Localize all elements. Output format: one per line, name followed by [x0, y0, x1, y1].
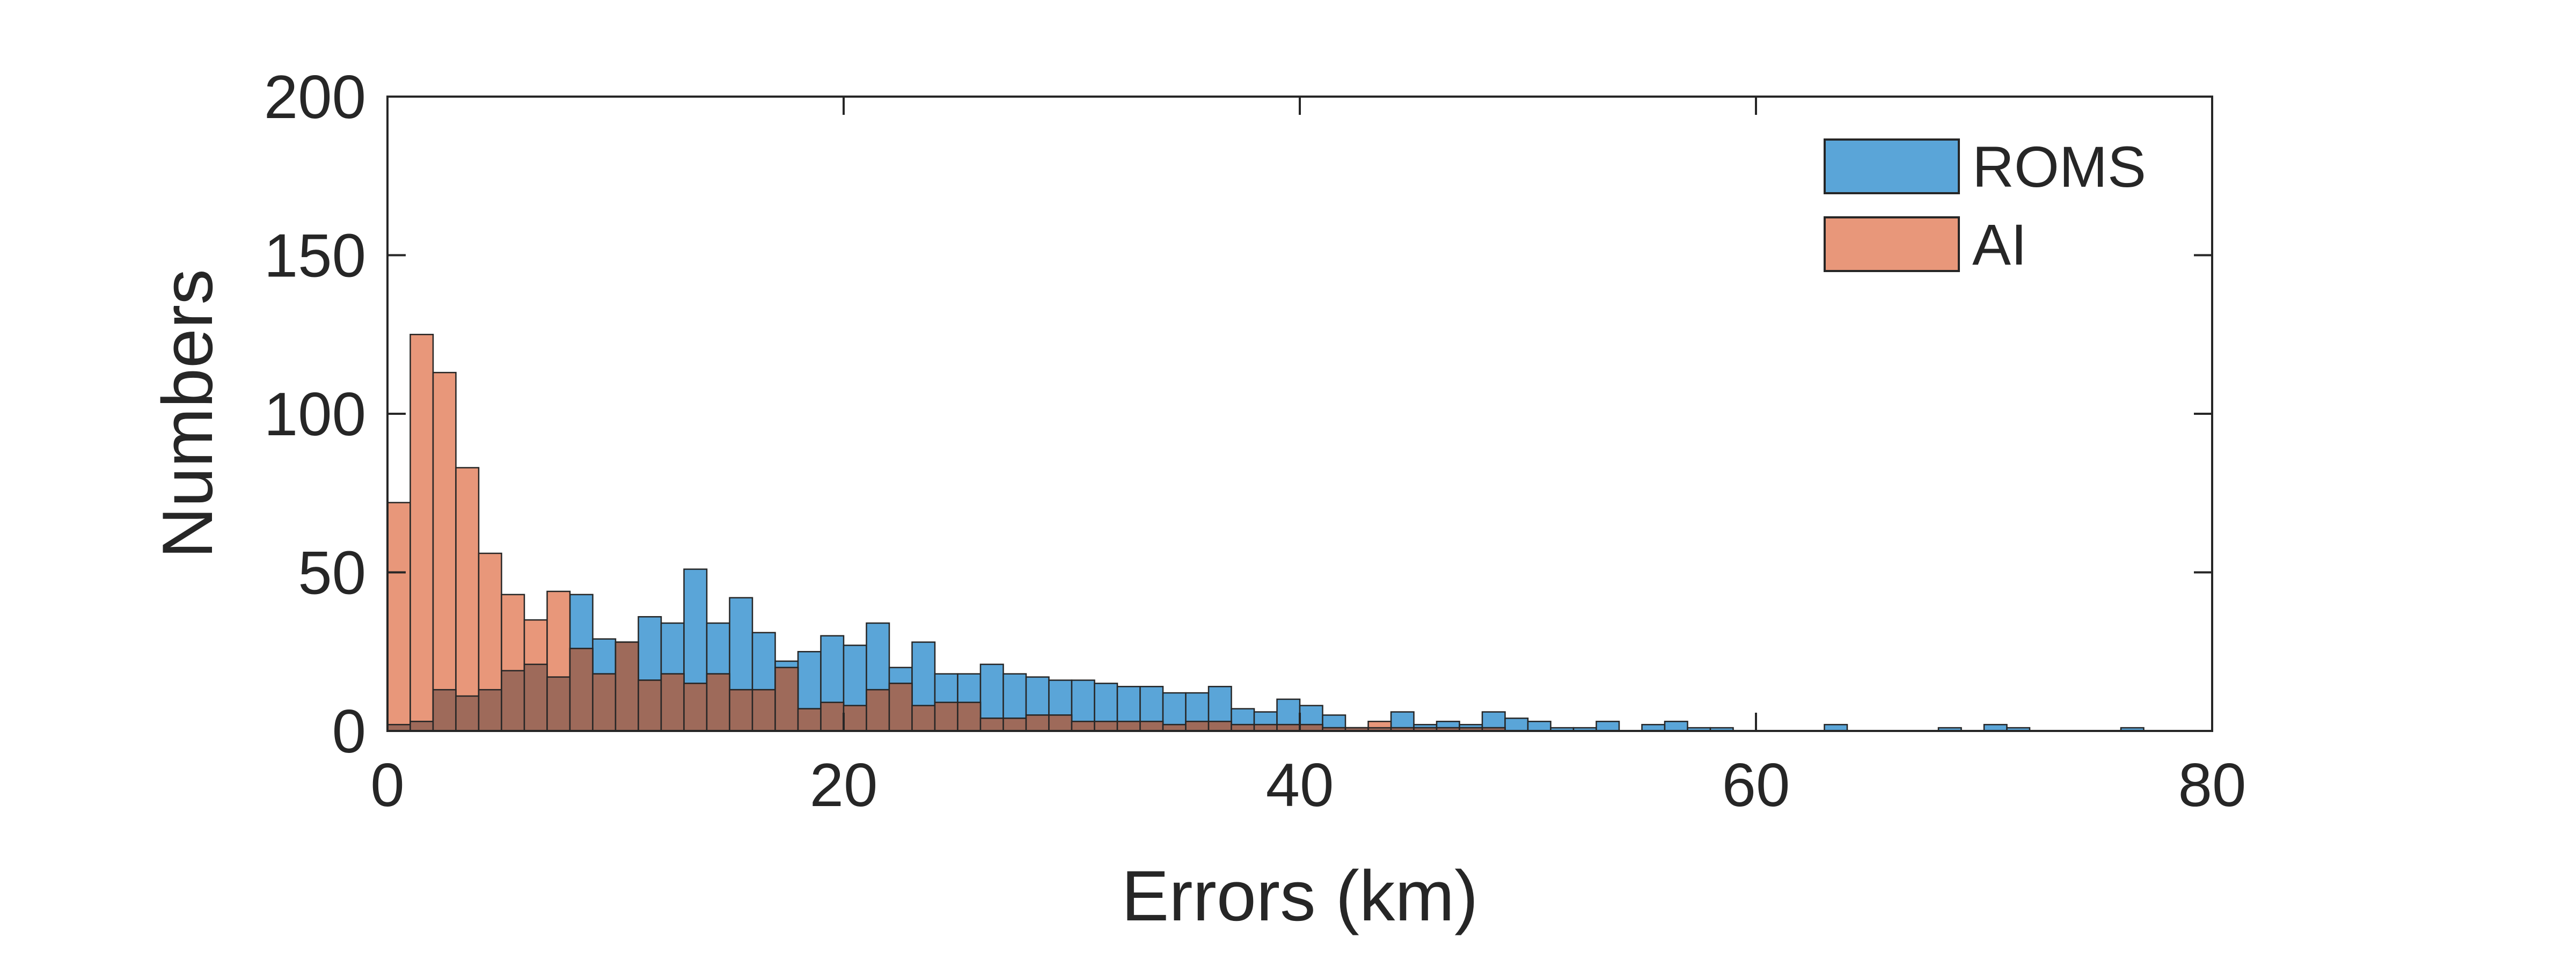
bar-roms: [1504, 718, 1529, 732]
bar-overlap: [911, 705, 936, 732]
y-tick-label: 50: [298, 539, 366, 608]
bar-ai: [432, 371, 457, 732]
y-tick-label: 100: [264, 380, 366, 449]
bar-overlap: [934, 701, 958, 732]
bar-overlap: [979, 718, 1004, 732]
bar-overlap: [501, 670, 525, 732]
bar-roms: [1664, 721, 1688, 732]
bar-overlap: [523, 663, 548, 732]
bar-overlap: [957, 701, 982, 732]
y-tick-label: 200: [264, 63, 366, 131]
bar-overlap: [638, 679, 662, 732]
bar-roms: [1596, 721, 1620, 732]
bar-overlap: [1094, 721, 1118, 732]
x-tick-label: 0: [370, 751, 404, 819]
x-tick-label: 40: [1266, 751, 1334, 819]
bar-overlap: [751, 689, 776, 732]
bar-overlap: [706, 673, 730, 732]
bar-roms: [1527, 721, 1552, 732]
y-axis-title: Numbers: [148, 269, 228, 559]
bar-overlap: [843, 705, 867, 732]
bar-overlap: [888, 683, 913, 732]
x-axis-title: Errors (km): [1122, 857, 1479, 936]
bar-overlap: [592, 673, 617, 732]
bar-overlap: [1139, 721, 1164, 732]
bar-overlap: [569, 648, 594, 732]
bar-overlap: [546, 676, 571, 732]
bar-overlap: [1048, 714, 1073, 732]
bar-overlap: [409, 721, 434, 732]
x-tick-label: 80: [2178, 751, 2246, 819]
bar-overlap: [455, 695, 480, 732]
y-tick-label: 0: [332, 698, 366, 766]
bar-overlap: [660, 673, 685, 732]
legend: ROMS AI: [1824, 134, 2146, 277]
bar-ai: [386, 502, 411, 732]
bar-overlap: [683, 683, 708, 732]
bar-overlap: [1002, 718, 1027, 732]
x-tick-label: 20: [810, 751, 878, 819]
x-tick-label: 60: [1722, 751, 1790, 819]
ticks-layer: 0 20 40 60 80 0 50 100 150 200: [264, 63, 2246, 819]
bar-overlap: [729, 689, 753, 732]
bar-overlap: [1025, 714, 1050, 732]
bar-overlap: [432, 689, 457, 732]
bar-ai: [455, 467, 480, 732]
y-tick-label: 150: [264, 222, 366, 290]
bar-overlap: [774, 667, 799, 732]
bar-overlap: [1185, 721, 1210, 732]
bars-layer: [386, 334, 2145, 732]
bar-overlap: [866, 689, 890, 732]
bar-overlap: [1208, 721, 1232, 732]
bar-overlap: [478, 689, 502, 732]
legend-swatch-ai: [1824, 216, 1960, 272]
bar-ai: [409, 334, 434, 732]
legend-label-ai: AI: [1972, 212, 2027, 277]
bar-overlap: [820, 701, 845, 732]
bar-overlap: [614, 641, 639, 732]
bar-overlap: [797, 708, 822, 732]
legend-label-roms: ROMS: [1972, 134, 2146, 199]
bar-overlap: [1071, 721, 1095, 732]
bar-overlap: [1116, 721, 1141, 732]
legend-swatch-roms: [1824, 138, 1960, 194]
